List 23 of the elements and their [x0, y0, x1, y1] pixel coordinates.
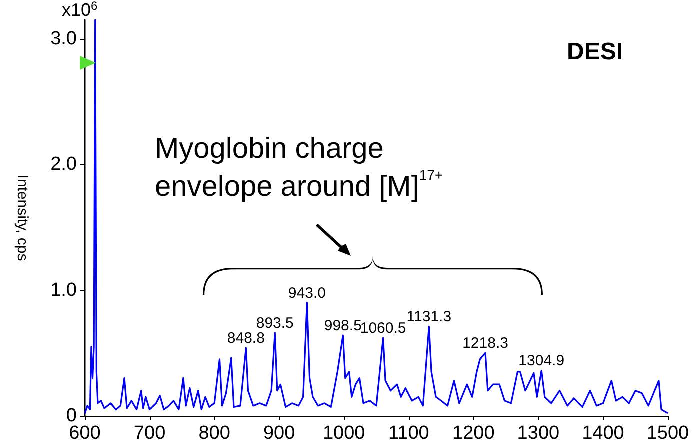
- x-tick-label: 1400: [582, 423, 624, 444]
- x-tick-label: 800: [198, 423, 230, 444]
- annotation: 1304.9: [518, 352, 565, 370]
- x-tick-label: 1300: [517, 423, 560, 444]
- annotation: 848.8: [227, 330, 265, 348]
- x-tick-label: 1500: [646, 423, 690, 444]
- annotation: 893.5: [256, 315, 294, 332]
- annotation: 943.0: [288, 284, 326, 302]
- x-tick-label: 700: [134, 423, 166, 444]
- y-tick-label: 3.0: [50, 28, 77, 50]
- annotation: 1060.5: [360, 320, 406, 338]
- y-tick-label: 2.0: [50, 154, 77, 176]
- y-axis-title: Intensity, cps: [14, 174, 31, 262]
- x-tick-label: 1200: [452, 423, 495, 444]
- x-tick-label: 900: [263, 423, 296, 444]
- line-series: [84, 19, 669, 414]
- annotation: 998.5: [324, 318, 362, 335]
- annotation: 1218.3: [462, 335, 508, 352]
- x-tick-label: 1000: [322, 423, 366, 444]
- annotation: 1131.3: [406, 308, 452, 326]
- y-tick-label: 1.0: [50, 280, 77, 301]
- annotation: DESI: [566, 38, 623, 66]
- x-tick-label: 1100: [388, 423, 430, 444]
